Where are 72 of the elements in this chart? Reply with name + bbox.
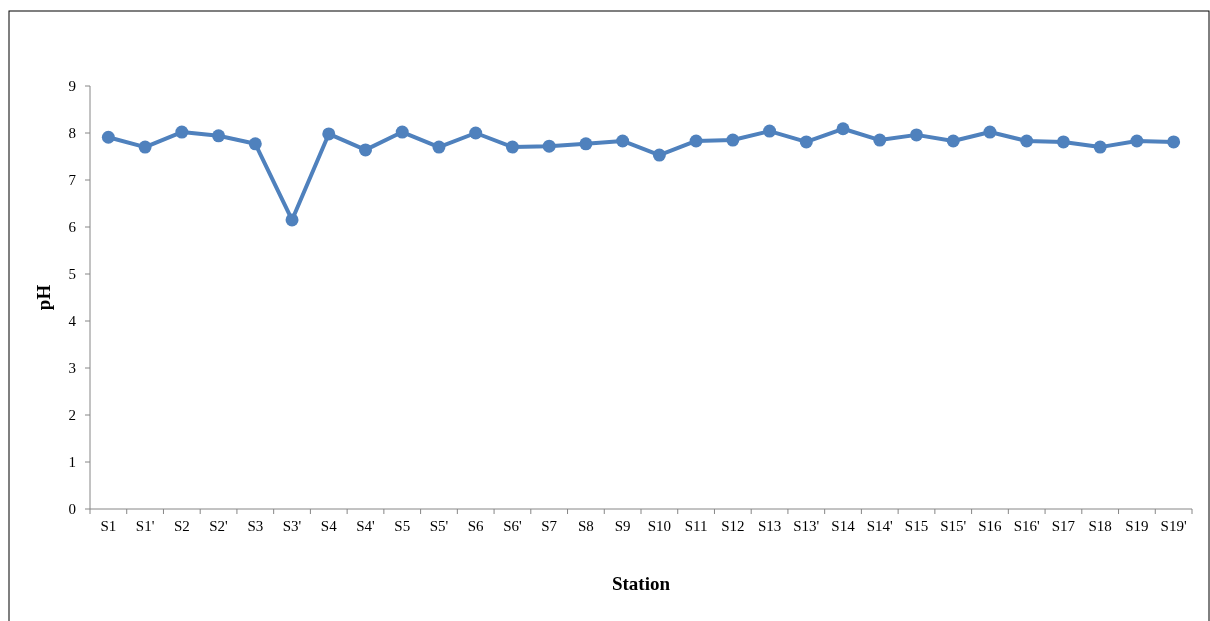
y-tick-label: 4	[68, 313, 77, 330]
x-tick-label: S7	[541, 518, 558, 534]
point	[616, 134, 630, 148]
x-tick-label: S14	[831, 518, 856, 534]
point	[579, 137, 593, 151]
x-tick-label: S1'	[135, 518, 155, 534]
x-tick-label: S6	[467, 518, 485, 534]
x-tick-label: S9	[614, 518, 631, 534]
point	[505, 140, 519, 154]
x-tick-label: S8	[577, 518, 594, 534]
point	[212, 129, 226, 143]
point	[1093, 140, 1107, 154]
y-axis-title: pH	[33, 284, 54, 311]
x-tick-label: S5	[394, 518, 411, 534]
point	[726, 133, 740, 147]
y-tick-label: 3	[68, 360, 76, 377]
x-axis-title: Station	[611, 573, 671, 594]
y-tick-label: 6	[68, 219, 77, 236]
x-tick-label: S18	[1088, 518, 1112, 534]
point	[138, 140, 152, 154]
point	[395, 125, 409, 139]
x-tick-label: S4'	[356, 518, 376, 534]
point	[322, 127, 336, 141]
point	[983, 125, 997, 139]
point	[1167, 135, 1181, 149]
point	[946, 134, 960, 148]
point	[652, 148, 666, 162]
point	[285, 213, 299, 227]
point	[248, 137, 262, 151]
point	[469, 126, 483, 140]
x-tick-label: S19	[1125, 518, 1149, 534]
point	[542, 139, 556, 153]
point	[836, 122, 850, 136]
point	[799, 135, 813, 149]
x-tick-label: S16	[978, 518, 1003, 534]
y-tick-label: 1	[68, 454, 76, 471]
x-tick-label: S3	[247, 518, 264, 534]
point	[763, 124, 777, 138]
point	[432, 140, 446, 154]
y-tick-label: 2	[68, 407, 76, 424]
x-tick-label: S10	[647, 518, 672, 534]
y-tick-label: 7	[68, 172, 77, 189]
x-tick-label: S6'	[503, 518, 522, 534]
point	[1020, 134, 1034, 148]
x-tick-label: S2	[173, 518, 190, 534]
point	[689, 134, 703, 148]
point	[175, 125, 189, 139]
x-tick-label: S15	[904, 518, 929, 534]
x-tick-label: S15'	[940, 518, 967, 534]
point	[1130, 134, 1144, 148]
x-tick-label: S13'	[793, 518, 820, 534]
x-tick-label: S4	[320, 518, 338, 534]
point	[873, 133, 887, 147]
point	[359, 143, 372, 157]
x-tick-label: S16'	[1013, 518, 1041, 534]
x-tick-label: S5'	[429, 518, 449, 534]
point	[101, 130, 115, 144]
y-tick-label: 9	[68, 78, 76, 95]
x-tick-label: S17	[1051, 518, 1076, 534]
x-tick-label: S2'	[209, 518, 229, 534]
y-tick-label: 8	[68, 125, 76, 142]
y-tick-label: 0	[68, 501, 76, 518]
x-tick-label: S19'	[1160, 518, 1187, 534]
x-tick-label: S13	[757, 518, 782, 534]
x-tick-label: S14'	[866, 518, 894, 534]
point	[1056, 135, 1070, 149]
x-tick-label: S1	[100, 518, 117, 534]
y-tick-label: 5	[68, 266, 76, 283]
x-tick-label: S11	[684, 518, 708, 534]
x-tick-label: S12	[721, 518, 745, 534]
point	[910, 128, 923, 142]
x-tick-label: S3'	[282, 518, 302, 534]
